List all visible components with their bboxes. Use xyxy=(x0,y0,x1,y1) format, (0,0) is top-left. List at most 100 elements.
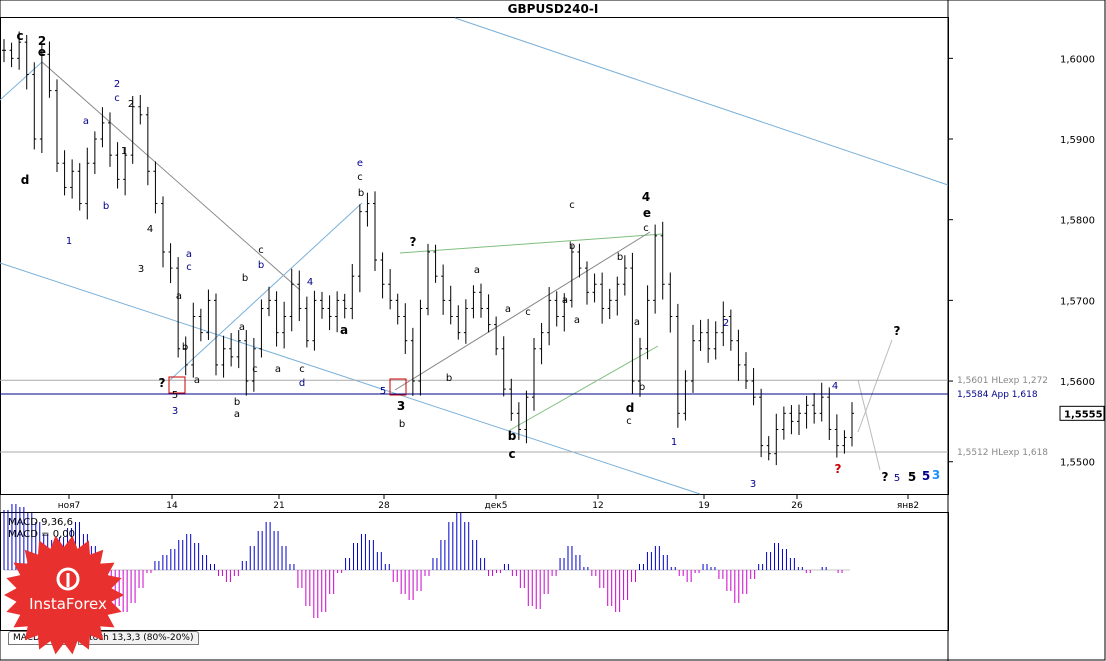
wave-label: ? xyxy=(159,376,166,390)
price-tick-label: 1,5700 xyxy=(1060,296,1095,307)
wave-label: b xyxy=(639,382,645,393)
wave-label: b xyxy=(258,260,264,271)
wave-label: c xyxy=(16,29,23,43)
time-tick-label: дек5 xyxy=(485,501,508,511)
wave-label: a xyxy=(340,323,348,337)
wave-label: c xyxy=(252,364,258,375)
wave-label: c xyxy=(525,307,531,318)
price-bars xyxy=(2,31,854,466)
wave-label: 5 xyxy=(908,470,916,484)
level-label: 1,5584 App 1,618 xyxy=(957,390,1038,400)
wave-label: a xyxy=(176,291,182,302)
wave-label: 3 xyxy=(172,406,178,417)
wave-label: 5 xyxy=(922,469,930,483)
wave-label: c xyxy=(508,447,515,461)
time-tick-label: ноя7 xyxy=(58,501,81,511)
logo-emblem-icon xyxy=(56,567,80,591)
trendline xyxy=(857,379,881,471)
logo-badge xyxy=(4,535,124,655)
wave-label: 3 xyxy=(138,264,144,275)
price-tick-label: 1,5500 xyxy=(1060,458,1095,469)
wave-label: 1 xyxy=(671,437,677,448)
wave-label: c xyxy=(357,172,363,183)
wave-label: b xyxy=(242,273,248,284)
current-price-box xyxy=(1059,405,1105,421)
wave-label: c xyxy=(626,416,632,427)
wave-label: 2 xyxy=(723,318,729,329)
wave-label: ? xyxy=(882,470,889,484)
wave-label: 4 xyxy=(642,190,650,204)
trendline xyxy=(399,233,664,254)
price-tick-label: 1,6000 xyxy=(1060,54,1095,65)
time-tick-label: 26 xyxy=(791,501,803,511)
wave-label: ? xyxy=(835,462,842,476)
time-tick-label: янв2 xyxy=(897,501,919,511)
level-label: 1,5601 HLexp 1,272 xyxy=(957,376,1048,386)
wave-label: 4 xyxy=(307,277,313,288)
trendline xyxy=(857,339,893,433)
wave-label: a xyxy=(634,317,640,328)
trendline xyxy=(169,202,363,381)
wave-label: 4 xyxy=(832,381,838,392)
wave-label: c xyxy=(186,262,192,273)
wave-label: b xyxy=(446,373,452,384)
logo-text: InstaForex xyxy=(29,595,107,613)
wave-label: b xyxy=(508,429,517,443)
wave-label: c xyxy=(299,364,305,375)
wave-label: e xyxy=(357,158,363,169)
wave-label: b xyxy=(399,419,405,430)
wave-label: d xyxy=(21,173,30,187)
wave-label: 5 xyxy=(172,390,178,401)
wave-label: d xyxy=(299,378,305,389)
wave-label: a xyxy=(186,249,192,260)
wave-label: a xyxy=(474,265,480,276)
wave-label: 3 xyxy=(932,468,940,482)
price-tick-label: 1,5600 xyxy=(1060,377,1095,388)
wave-label: d xyxy=(626,401,635,415)
wave-label: a xyxy=(83,116,89,127)
wave-label: a xyxy=(239,322,245,333)
wave-label: b xyxy=(569,241,575,252)
time-tick-label: 14 xyxy=(166,501,178,511)
trendline xyxy=(454,17,949,186)
wave-label: c xyxy=(643,223,649,234)
wave-label: e xyxy=(643,206,651,220)
wave-label: a xyxy=(194,375,200,386)
wave-label: a xyxy=(562,295,568,306)
wave-label: ? xyxy=(894,324,901,338)
wave-label: c xyxy=(258,245,264,256)
macd-value-label: MACD = 0,00 xyxy=(8,529,75,540)
wave-label: c xyxy=(114,93,120,104)
price-tick-label: 1,5900 xyxy=(1060,135,1095,146)
level-label: 1,5512 HLexp 1,618 xyxy=(957,448,1048,458)
trendlines xyxy=(0,17,949,495)
wave-label: 2 xyxy=(128,99,134,110)
trendline xyxy=(41,61,301,291)
wave-label: 2 xyxy=(114,79,120,90)
wave-label: a xyxy=(275,364,281,375)
current-price-label: 1,5555 xyxy=(1064,409,1103,420)
price-axis: 1,6000 1,5900 1,5800 1,5700 1,5600 1,5500 1,55… xyxy=(948,54,1105,469)
time-tick-label: 19 xyxy=(698,501,710,511)
macd-label: MACD 9,36,6 xyxy=(8,517,73,528)
wave-label: b xyxy=(182,342,188,353)
wave-label: e xyxy=(38,45,46,59)
wave-label: 5 xyxy=(380,386,386,397)
wave-labels: c 2ed2c21ab143acab?53acbbacbacda4ecba?53b… xyxy=(16,29,940,490)
chart-title: GBPUSD240-I xyxy=(508,2,599,16)
wave-label: 2 xyxy=(38,34,46,48)
time-axis: ноя7 14 21 28 дек5 12 19 26 янв2 xyxy=(58,494,919,511)
trendline xyxy=(0,61,43,101)
wave-label: ? xyxy=(410,235,417,249)
trendline xyxy=(394,231,651,391)
wave-label: 5 xyxy=(894,473,900,484)
price-tick-label: 1,5800 xyxy=(1060,216,1095,227)
time-tick-label: 12 xyxy=(592,501,603,511)
wave-label: b xyxy=(234,397,240,408)
level-lines: 1,5601 HLexp 1,272 1,5584 App 1,618 1,5512… xyxy=(0,376,1048,458)
wave-label: 3 xyxy=(397,399,405,413)
pivot-marker xyxy=(168,376,186,394)
time-tick-label: 21 xyxy=(273,501,284,511)
